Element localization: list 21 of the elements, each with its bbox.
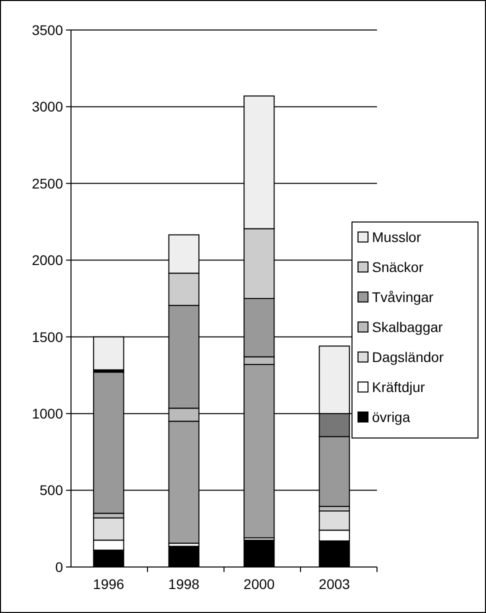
legend-label: Musslor (372, 228, 422, 245)
legend-label: Snäckor (372, 258, 424, 275)
legend-label: Tvåvingar (372, 288, 434, 305)
y-tick-label: 1000 (32, 405, 64, 422)
legend-label: Dagsländor (372, 348, 444, 365)
x-tick-label: 1996 (93, 576, 124, 592)
y-tick-label: 1500 (32, 328, 64, 345)
x-tick-label: 2003 (318, 576, 350, 592)
x-tick-label: 2000 (244, 576, 275, 592)
x-tick-label: 1998 (168, 576, 200, 592)
y-tick-label: 3500 (32, 22, 64, 38)
y-tick-label: 500 (40, 482, 64, 498)
legend-label: Skalbaggar (372, 318, 444, 335)
y-tick-label: 2000 (32, 252, 64, 268)
y-tick-label: 0 (55, 558, 64, 575)
y-tick-label: 2500 (32, 175, 64, 192)
legend-label: Kräftdjur (372, 378, 426, 395)
legend-label: övriga (372, 408, 410, 425)
bar (168, 546, 200, 568)
bar (244, 540, 275, 568)
y-tick-label: 3000 (32, 98, 64, 115)
